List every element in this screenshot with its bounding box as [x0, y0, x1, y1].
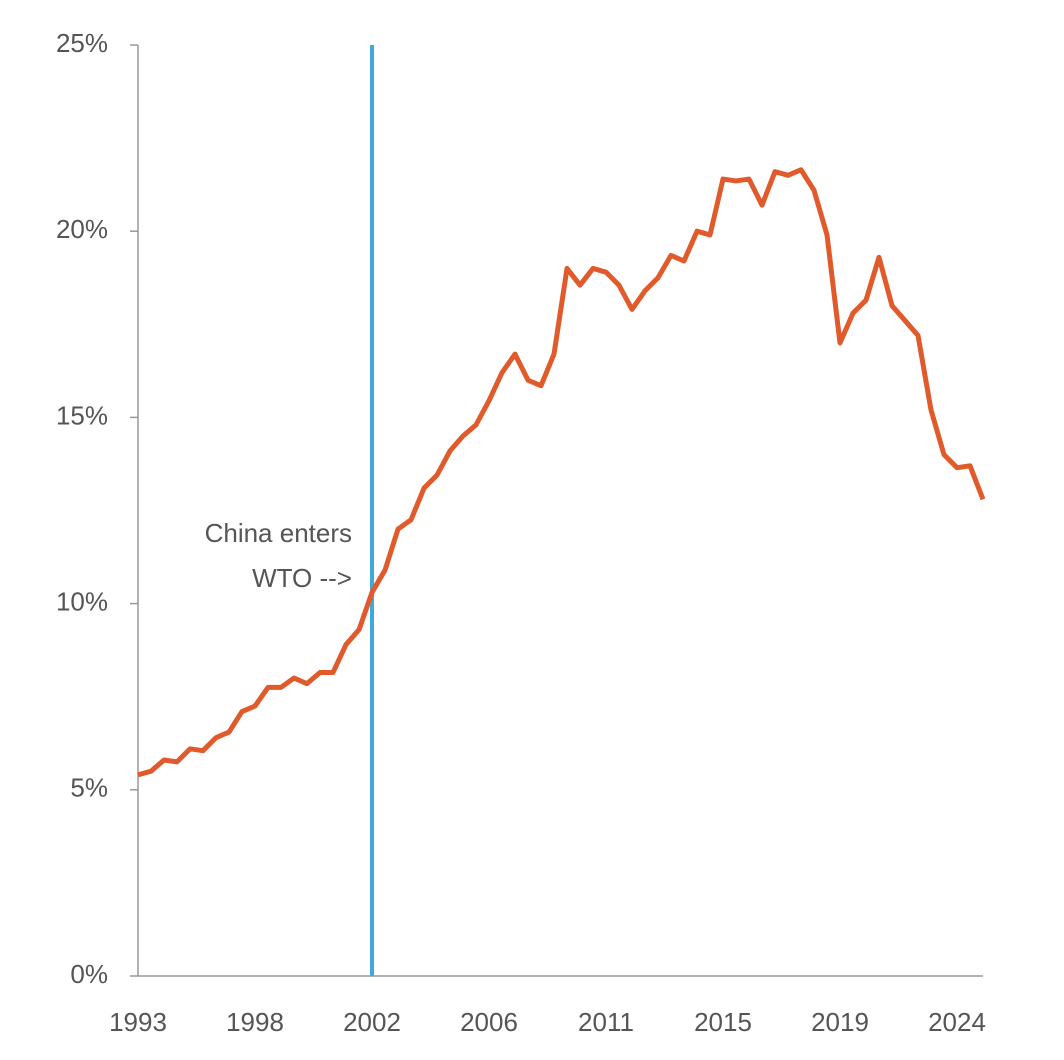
x-tick-label: 2015 [694, 1007, 752, 1037]
x-tick-label: 2024 [928, 1007, 986, 1037]
x-tick-label: 2002 [343, 1007, 401, 1037]
x-tick-label: 1993 [109, 1007, 167, 1037]
annotation-text: WTO --> [252, 563, 352, 593]
y-tick-label: 20% [56, 214, 108, 244]
x-tick-label: 2011 [578, 1007, 634, 1037]
y-tick-label: 25% [56, 28, 108, 58]
annotation-text: China enters [205, 518, 352, 548]
y-tick-label: 10% [56, 586, 108, 616]
x-tick-label: 2019 [811, 1007, 869, 1037]
y-tick-label: 0% [70, 959, 108, 989]
y-tick-label: 15% [56, 400, 108, 430]
data-line [137, 167, 986, 778]
y-tick-label: 5% [70, 773, 108, 803]
x-tick-label: 2006 [460, 1007, 518, 1037]
x-tick-label: 1998 [226, 1007, 284, 1037]
